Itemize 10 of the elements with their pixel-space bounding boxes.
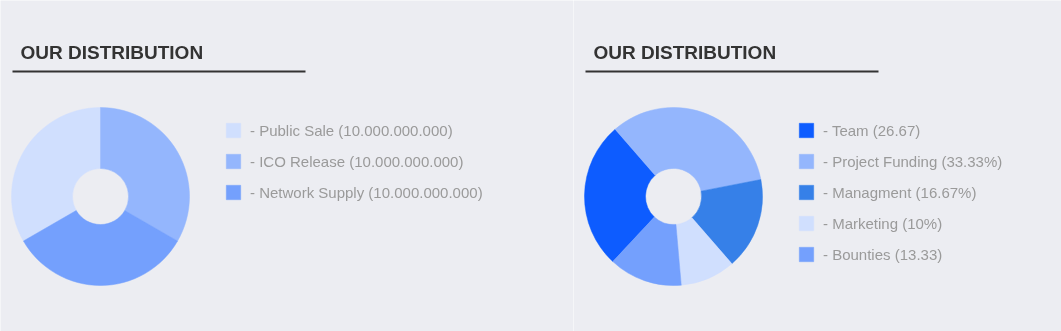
legend-label: - Project Funding (33.33%) [823,152,1003,170]
legend-label: - Bounties (13.33) [823,245,943,263]
legend-label: - Network Supply (10.000.000.000) [250,183,483,201]
chart-title: OUR DISTRIBUTION [20,42,204,63]
legend-label: - Marketing (10%) [823,214,943,232]
legend-label: - Managment (16.67%) [823,183,977,201]
legend-label: - Team (26.67) [823,121,921,139]
chart-title: OUR DISTRIBUTION [593,42,777,63]
legend-label: - ICO Release (10.000.000.000) [250,152,464,170]
legend-label: - Public Sale (10.000.000.000) [250,121,453,139]
